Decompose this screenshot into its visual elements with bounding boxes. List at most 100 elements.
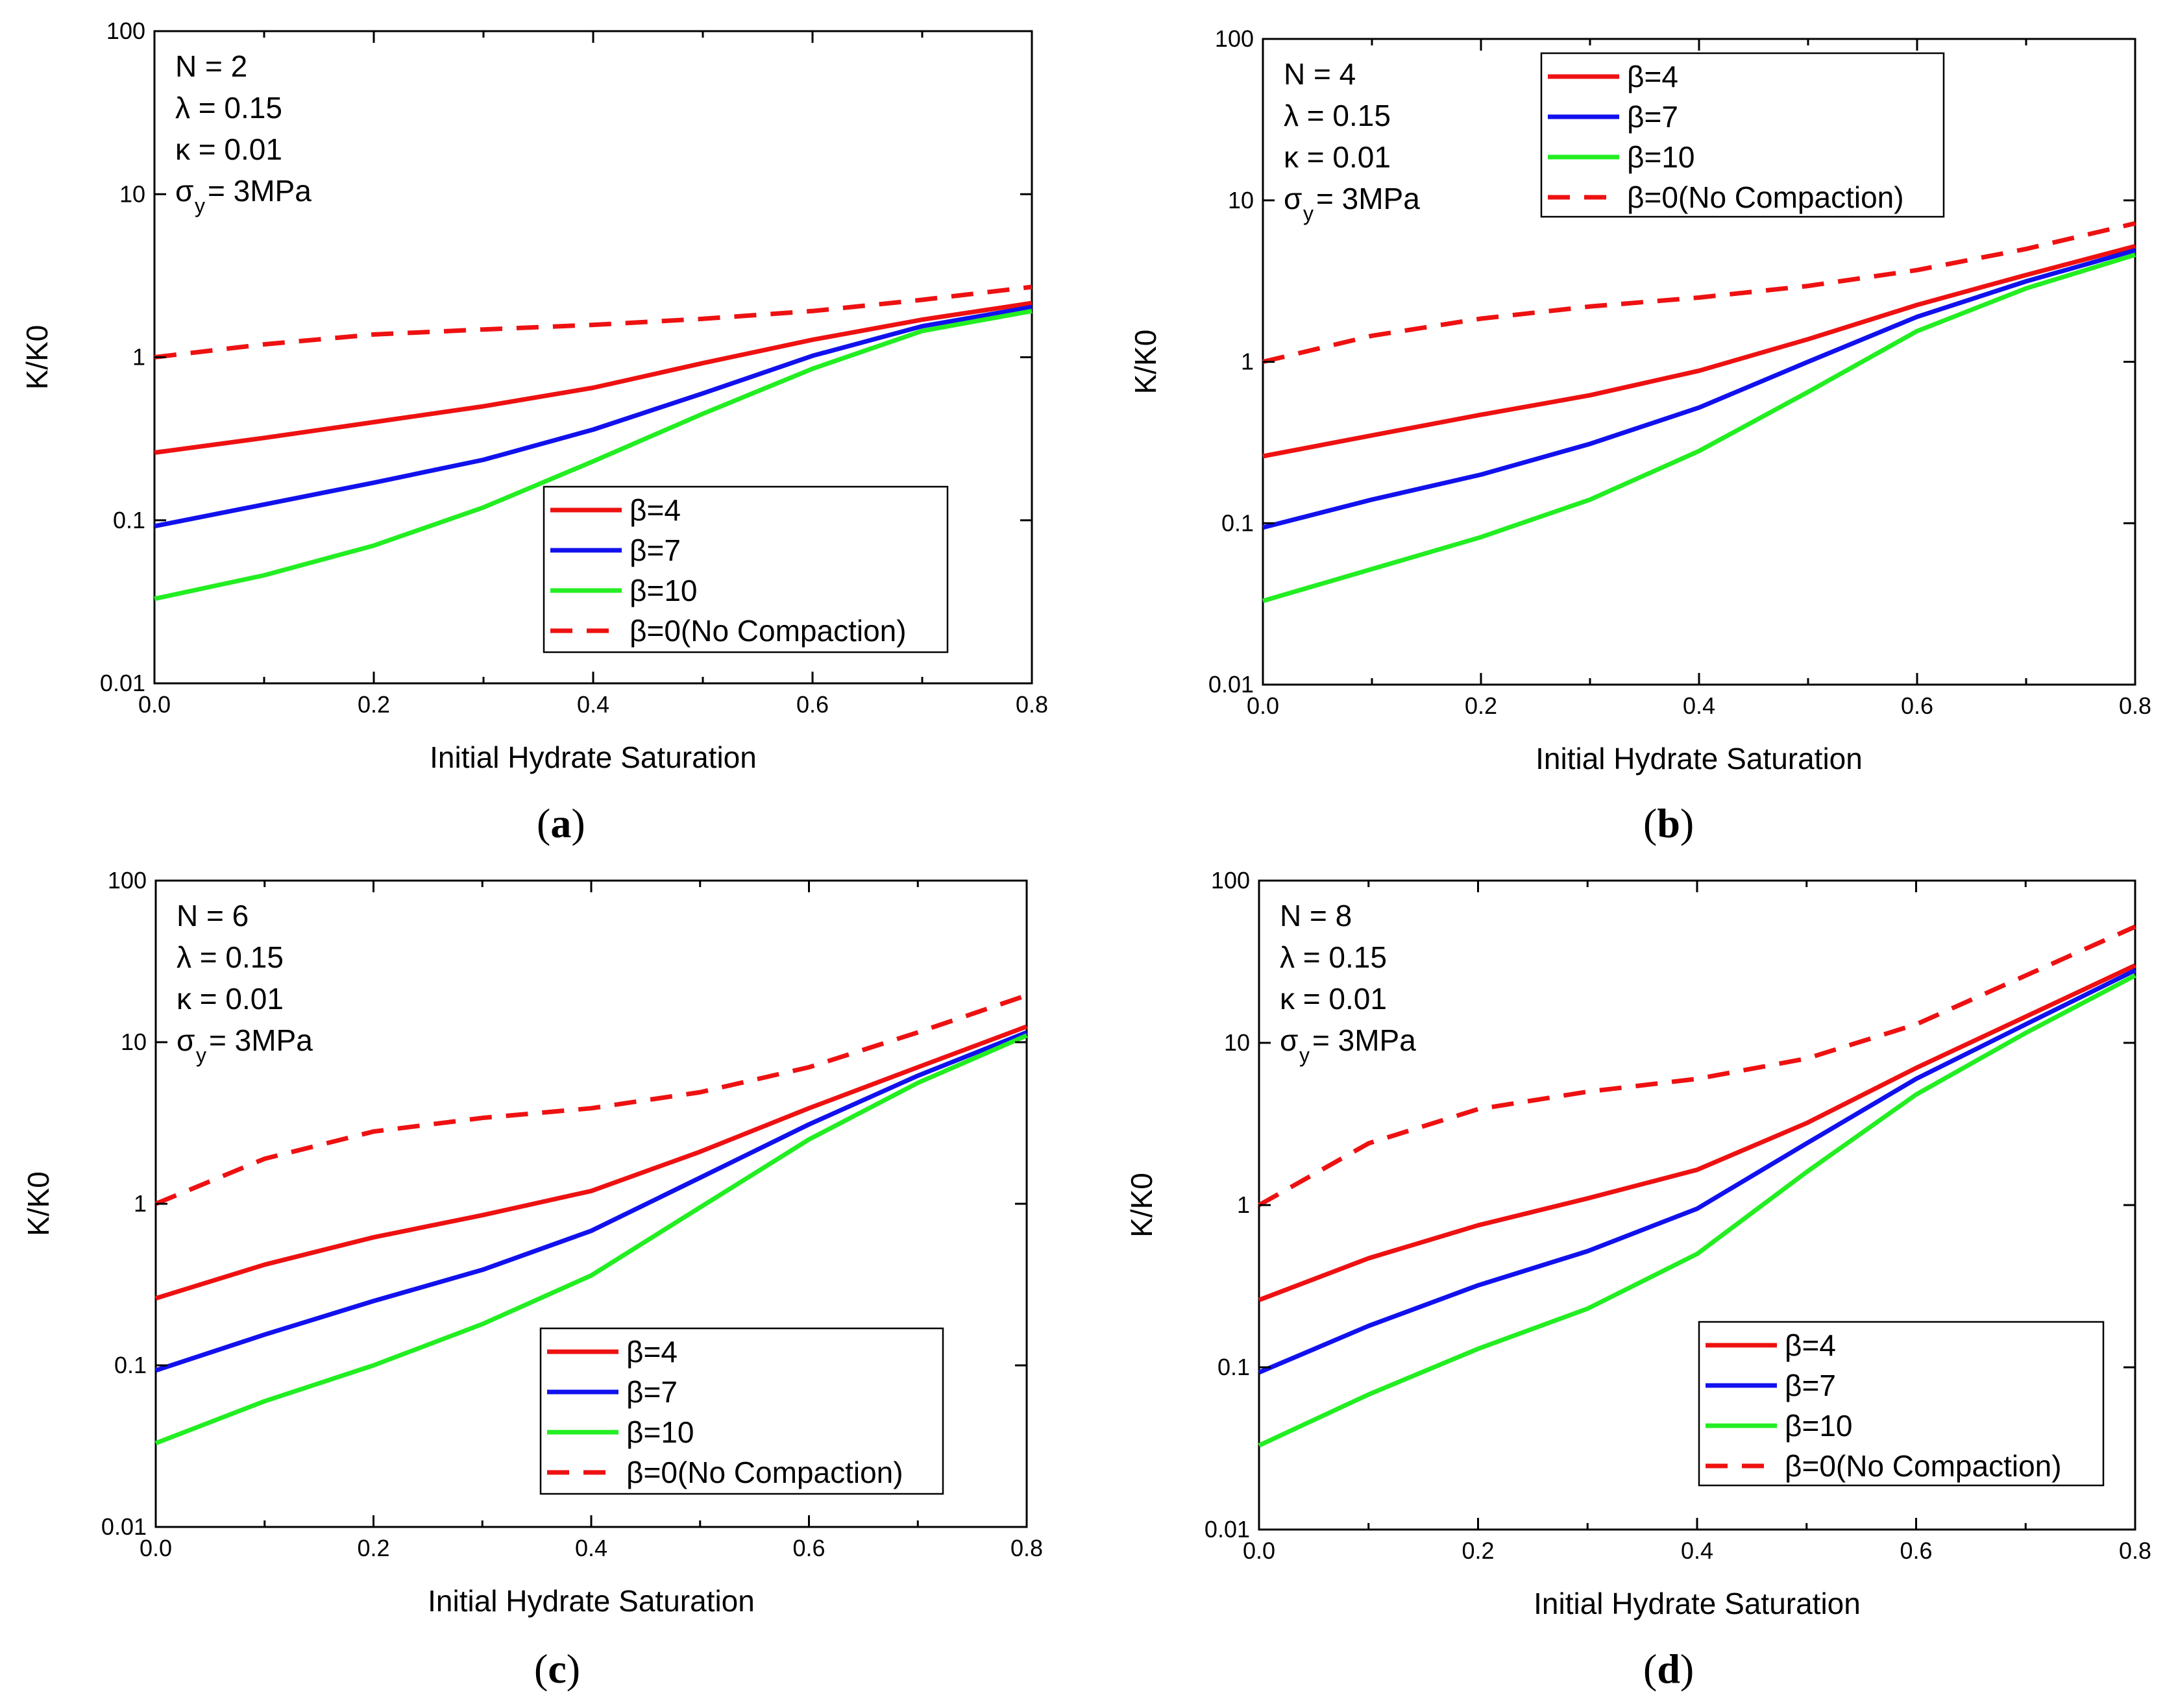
series-line-b-4 xyxy=(1262,221,2136,364)
panel-label-d: (d) xyxy=(1643,1646,1694,1692)
y-tick-label-a: 0.1 xyxy=(113,507,145,533)
param-lambda-d: λ = 0.15 xyxy=(1280,940,1387,974)
panel-d: 0.0 0.2 0.4 0.6 0.8 0.01 0.1 1 10 100 Initial Hydr… xyxy=(1125,867,2151,1692)
y-tick-label-c: 100 xyxy=(108,867,147,894)
y-tick-label-d: 10 xyxy=(1224,1029,1250,1056)
legend-box-c xyxy=(539,1327,944,1495)
y-axis-title-d: K/K0 xyxy=(1125,1173,1158,1238)
y-tick-label-a: 1 xyxy=(132,344,145,371)
x-tick-label-b: 0.6 xyxy=(1901,692,1933,719)
y-tick-label-a: 0.01 xyxy=(100,670,145,696)
series-line-a-4 xyxy=(154,284,1033,360)
param-sigma-value-b: = 3MPa xyxy=(1316,182,1420,215)
y-tick-label-c: 0.01 xyxy=(101,1513,147,1540)
x-tick-label-c: 0.8 xyxy=(1010,1535,1043,1561)
y-tick-label-a: 10 xyxy=(119,180,145,207)
x-axis-title-a: Initial Hydrate Saturation xyxy=(430,740,757,774)
param-sigma-value-c: = 3MPa xyxy=(209,1023,313,1057)
legend-label-d-1: β=4 xyxy=(1785,1328,1836,1362)
panel-c: 0.0 0.2 0.4 0.6 0.8 0.01 0.1 1 10 100 Initial Hydr… xyxy=(21,867,1043,1692)
param-kappa-a: κ = 0.01 xyxy=(175,132,282,166)
series-line-d-1 xyxy=(1258,963,2136,1302)
param-lambda-a: λ = 0.15 xyxy=(175,91,282,125)
y-tick-label-b: 0.1 xyxy=(1221,509,1254,536)
legend-label-a-3: β=10 xyxy=(630,574,698,607)
y-axis-title-b: K/K0 xyxy=(1129,330,1162,395)
param-sigma-sub-c: y xyxy=(196,1043,206,1067)
param-sigma-d: σ xyxy=(1280,1023,1298,1057)
series-line-b-1 xyxy=(1262,244,2136,459)
x-tick-label-b: 0.0 xyxy=(1247,692,1279,719)
x-tick-label-d: 0.6 xyxy=(1900,1537,1932,1564)
series-line-c-4 xyxy=(154,993,1028,1206)
x-tick-label-a: 0.6 xyxy=(796,691,829,718)
y-tick-label-b: 100 xyxy=(1215,25,1254,52)
y-tick-label-d: 100 xyxy=(1211,867,1250,894)
legend-box-d xyxy=(1698,1321,2105,1487)
legend-label-d-2: β=7 xyxy=(1785,1369,1836,1402)
series-line-a-1 xyxy=(154,300,1033,455)
param-n-a: N = 2 xyxy=(175,49,247,83)
x-tick-label-c: 0.4 xyxy=(575,1535,607,1561)
panel-label-a: (a) xyxy=(537,800,585,846)
legend-label-d-3: β=10 xyxy=(1785,1409,1853,1443)
y-tick-label-b: 10 xyxy=(1228,187,1254,214)
y-tick-label-d: 1 xyxy=(1237,1191,1250,1218)
x-tick-label-d: 0.0 xyxy=(1243,1537,1275,1564)
legend-d: β=4 β=7 β=10 β=0(No Compaction) xyxy=(1698,1321,2105,1487)
y-tick-label-b: 1 xyxy=(1241,348,1254,375)
panel-a: 0.0 0.2 0.4 0.6 0.8 0.01 0.1 1 10 100 Initial Hydr… xyxy=(20,18,1048,846)
legend-b: β=4 β=7 β=10 β=0(No Compaction) xyxy=(1540,52,1945,218)
param-sigma-c: σ xyxy=(177,1023,195,1057)
legend-label-a-2: β=7 xyxy=(630,533,681,567)
legend-a: β=4 β=7 β=10 β=0(No Compaction) xyxy=(543,485,949,653)
param-lambda-c: λ = 0.15 xyxy=(177,940,284,974)
legend-label-c-2: β=7 xyxy=(626,1375,678,1409)
x-tick-label-b: 0.8 xyxy=(2119,692,2151,719)
legend-label-c-4: β=0(No Compaction) xyxy=(626,1456,903,1489)
y-tick-label-b: 0.01 xyxy=(1208,671,1254,698)
x-tick-label-a: 0.0 xyxy=(138,691,171,718)
x-tick-label-b: 0.4 xyxy=(1683,692,1715,719)
x-tick-label-c: 0.6 xyxy=(792,1535,825,1561)
x-axis-title-c: Initial Hydrate Saturation xyxy=(428,1584,755,1618)
param-lambda-b: λ = 0.15 xyxy=(1284,99,1391,132)
y-tick-label-d: 0.1 xyxy=(1217,1354,1250,1380)
panel-b: 0.0 0.2 0.4 0.6 0.8 0.01 0.1 1 10 100 Initial Hydr… xyxy=(1129,25,2151,846)
legend-label-b-3: β=10 xyxy=(1627,140,1695,174)
legend-label-b-1: β=4 xyxy=(1627,60,1678,93)
legend-label-c-3: β=10 xyxy=(626,1415,694,1449)
y-axis-title-a: K/K0 xyxy=(20,325,54,390)
param-kappa-b: κ = 0.01 xyxy=(1284,140,1391,174)
y-tick-label-c: 10 xyxy=(121,1029,147,1055)
legend-box-b xyxy=(1540,52,1945,218)
series-line-c-2 xyxy=(154,1030,1028,1373)
param-sigma-b: σ xyxy=(1284,182,1302,215)
legend-label-b-2: β=7 xyxy=(1627,100,1678,134)
legend-label-b-4: β=0(No Compaction) xyxy=(1627,180,1904,214)
param-n-b: N = 4 xyxy=(1284,57,1356,91)
series-line-a-3 xyxy=(154,308,1033,602)
x-tick-label-c: 0.0 xyxy=(140,1535,172,1561)
panel-label-c: (c) xyxy=(534,1646,580,1692)
y-tick-label-c: 0.1 xyxy=(114,1352,147,1378)
legend-label-d-4: β=0(No Compaction) xyxy=(1785,1449,2062,1483)
series-line-b-2 xyxy=(1262,248,2136,530)
param-n-c: N = 6 xyxy=(177,899,249,933)
legend-label-a-4: β=0(No Compaction) xyxy=(630,614,907,648)
x-tick-label-d: 0.2 xyxy=(1462,1537,1494,1564)
param-sigma-sub-d: y xyxy=(1299,1043,1310,1067)
legend-label-a-1: β=4 xyxy=(630,493,681,527)
series-line-a-2 xyxy=(154,304,1033,529)
param-n-d: N = 8 xyxy=(1280,899,1352,933)
param-sigma-sub-b: y xyxy=(1303,202,1314,225)
param-kappa-d: κ = 0.01 xyxy=(1280,982,1387,1016)
x-tick-label-b: 0.2 xyxy=(1465,692,1497,719)
param-sigma-a: σ xyxy=(175,174,193,208)
x-axis-title-b: Initial Hydrate Saturation xyxy=(1535,742,1863,775)
series-line-d-4 xyxy=(1258,924,2136,1208)
legend-box-a xyxy=(543,485,949,653)
param-sigma-value-d: = 3MPa xyxy=(1312,1023,1416,1057)
series-line-c-3 xyxy=(154,1033,1028,1446)
